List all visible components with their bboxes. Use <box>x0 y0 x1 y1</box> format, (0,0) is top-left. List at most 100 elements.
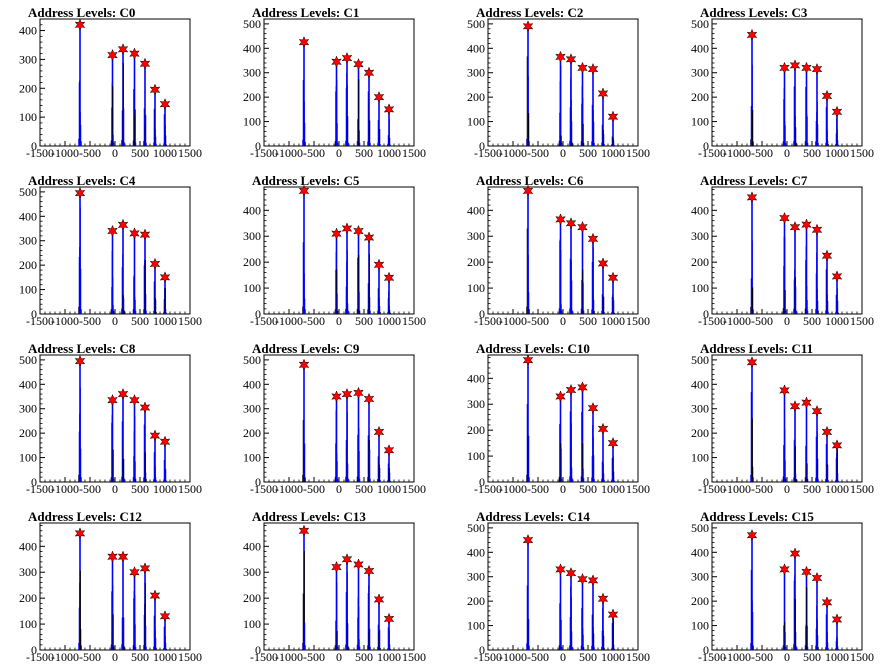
peak-star-marker <box>298 36 310 49</box>
peak-star-marker <box>363 231 375 244</box>
peak-star-marker <box>831 613 843 626</box>
peak-star-marker <box>565 383 577 397</box>
y-tick-label: 300 <box>243 229 261 243</box>
x-tick-label: 500 <box>355 314 373 328</box>
chart-title: Address Levels: C7 <box>700 173 808 188</box>
peak-star-marker <box>117 43 129 56</box>
peak-star-marker <box>383 444 395 457</box>
peak-star-marker <box>746 529 758 542</box>
x-tick-label: 0 <box>336 650 342 664</box>
x-tick-label: 1500 <box>850 650 874 664</box>
chart-svg: -1500-1000 -500 0 500 1000 1500 0 100 200 300 400 5… <box>243 353 426 496</box>
y-tick-label: 100 <box>691 115 709 129</box>
y-tick-label: 100 <box>691 619 709 633</box>
x-tick-label: -1000 <box>51 314 79 328</box>
chart-title: Address Levels: C12 <box>28 509 142 524</box>
peak-star-marker <box>129 227 140 240</box>
peak-star-marker <box>811 223 823 236</box>
chart-svg: -1500-1000 -500 0 500 1000 1500 0 100 200 300 400 <box>19 18 202 160</box>
y-tick-label: 300 <box>691 66 709 80</box>
x-tick-label: -1000 <box>723 482 751 496</box>
peak-star-marker <box>74 18 86 31</box>
x-tick-label: 0 <box>336 314 342 328</box>
y-tick-label: 0 <box>703 139 709 153</box>
peak-star-marker <box>139 57 151 70</box>
peak-star-marker <box>331 390 342 403</box>
y-tick-label: 100 <box>19 617 37 631</box>
peak-star-marker <box>577 61 588 75</box>
y-tick-label: 200 <box>467 90 485 104</box>
chart-title: Address Levels: C11 <box>700 341 814 356</box>
peak-star-marker <box>107 394 118 407</box>
peak-star-marker <box>831 270 843 283</box>
peak-star-marker <box>149 257 161 271</box>
y-tick-label: 100 <box>691 451 709 465</box>
peak-star-marker <box>577 220 588 234</box>
x-tick-label: -1500 <box>26 314 54 328</box>
y-tick-label: 0 <box>255 475 261 489</box>
y-tick-label: 200 <box>243 591 261 605</box>
chart-panel-15: Address Levels: C15 -1500 -1000 -500 0 500 100… <box>672 504 896 672</box>
peak-star-marker <box>821 425 833 439</box>
plot-frame <box>39 18 191 147</box>
x-tick-label: 1500 <box>402 146 426 160</box>
plot-frame <box>39 522 191 651</box>
plot-frame <box>263 522 415 651</box>
peak-star-marker <box>746 356 758 369</box>
x-tick-label: 1000 <box>153 146 177 160</box>
y-tick-label: 500 <box>467 521 485 535</box>
plot-frame <box>39 354 191 483</box>
peak-star-marker <box>159 435 171 448</box>
peak-star-marker <box>789 547 801 560</box>
y-tick-label: 400 <box>691 203 709 217</box>
x-tick-label: -1000 <box>275 650 303 664</box>
chart-svg: -1500-1000 -500 0 500 1000 1500 0 100 200 300 400 <box>467 184 650 328</box>
chart-panel-1: Address Levels: C1 -1500 -1000 -500 0 500 1000… <box>224 0 448 168</box>
x-tick-label: 1500 <box>850 482 874 496</box>
chart-panel-4: Address Levels: C4 -1500 -1000 -500 0 500 1000… <box>0 168 224 336</box>
chart-svg: -1500-1000 -500 0 500 1000 1500 0 100 200 300 400 5… <box>243 17 426 160</box>
y-tick-label: 400 <box>19 377 37 391</box>
x-tick-label: 1000 <box>377 482 401 496</box>
x-tick-label: 500 <box>803 314 821 328</box>
peak-star-marker <box>353 224 364 238</box>
peak-star-marker <box>522 20 534 33</box>
y-tick-label: 400 <box>691 545 709 559</box>
peak-star-marker <box>587 574 599 587</box>
y-tick-label: 200 <box>243 90 261 104</box>
y-tick-label: 200 <box>19 591 37 605</box>
y-tick-label: 100 <box>467 619 485 633</box>
x-tick-label: -1500 <box>26 146 54 160</box>
x-tick-label: -500 <box>79 146 101 160</box>
peak-star-marker <box>607 436 619 450</box>
y-tick-label: 500 <box>243 17 261 31</box>
peak-star-marker <box>341 387 353 401</box>
peak-star-marker <box>117 218 129 232</box>
y-tick-label: 500 <box>691 521 709 535</box>
x-tick-label: 1500 <box>626 146 650 160</box>
chart-svg: -1500-1000 -500 0 500 1000 1500 0 100 200 300 400 <box>243 522 426 664</box>
y-tick-label: 400 <box>243 41 261 55</box>
x-tick-label: 1000 <box>153 314 177 328</box>
y-tick-label: 400 <box>691 41 709 55</box>
chart-panel-13: Address Levels: C13 -1500 -1000 -500 0 500 100… <box>224 504 448 672</box>
x-tick-label: -1500 <box>250 482 278 496</box>
chart-panel-11: Address Levels: C11 -1500 -1000 -500 0 500 100… <box>672 336 896 504</box>
peak-star-marker <box>555 213 566 226</box>
peak-star-marker <box>811 404 823 418</box>
x-tick-label: 1000 <box>825 314 849 328</box>
peak-star-marker <box>383 612 395 626</box>
y-tick-label: 0 <box>255 643 261 657</box>
x-tick-label: -1000 <box>723 650 751 664</box>
y-tick-label: 200 <box>691 90 709 104</box>
y-tick-label: 300 <box>691 229 709 243</box>
y-tick-label: 400 <box>243 539 261 553</box>
peak-star-marker <box>107 550 118 563</box>
x-tick-label: -1500 <box>474 650 502 664</box>
plot-frame <box>711 522 863 651</box>
x-tick-label: -1500 <box>250 650 278 664</box>
y-tick-label: 500 <box>691 17 709 31</box>
peak-star-marker <box>801 218 812 231</box>
x-tick-label: -1000 <box>499 482 527 496</box>
peak-star-marker <box>779 211 790 225</box>
